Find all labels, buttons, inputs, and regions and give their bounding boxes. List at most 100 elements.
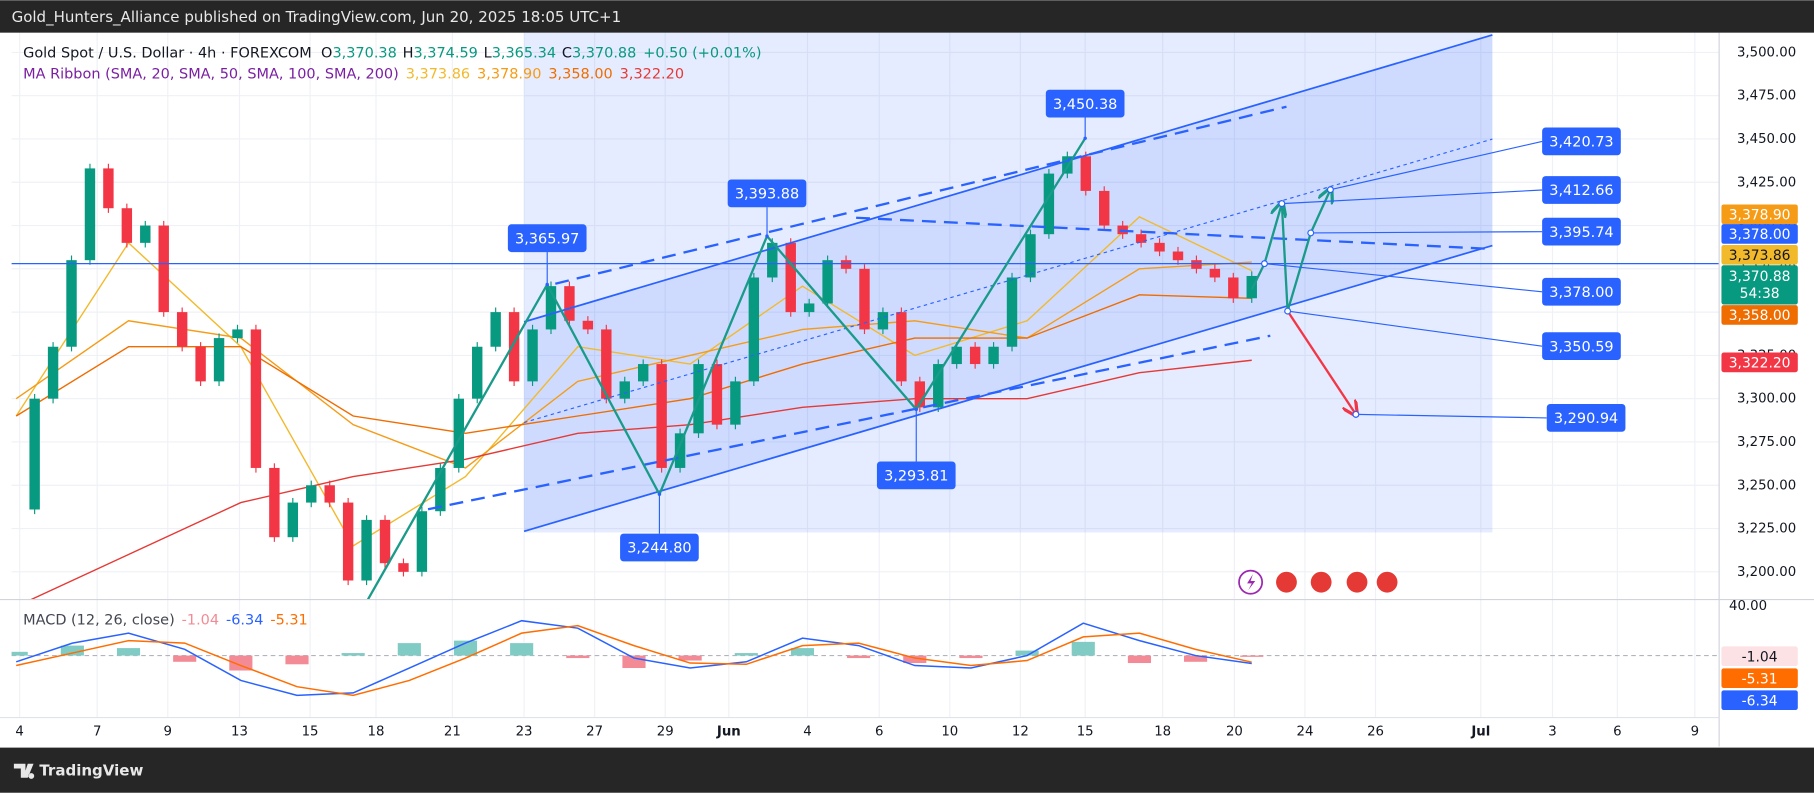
price-tag-label: 3,358.00 [1729, 308, 1791, 324]
x-tick-label: 10 [941, 724, 958, 739]
candle [601, 329, 612, 399]
pivot-box [507, 224, 587, 253]
pivot-point [1083, 136, 1087, 141]
candle [1006, 277, 1018, 347]
candle [47, 346, 59, 399]
target-connector [1355, 413, 1547, 419]
x-tick-label: 6 [1613, 724, 1621, 739]
price-tag [1721, 690, 1798, 711]
legend-item: +0.50 (+0.01%) [643, 45, 761, 61]
macd-histogram-bar [285, 655, 309, 665]
legend-item: 3,365.34 [492, 45, 556, 61]
target-box [1542, 277, 1621, 306]
x-tick-label: 23 [516, 724, 533, 739]
ma-ribbon [15, 216, 1253, 600]
y-tick-label: 3,450.00 [1737, 132, 1796, 147]
legend-line: MACD (12, 26, close) -1.04 -6.34 -5.31 [23, 612, 308, 628]
x-tick-label: 27 [586, 724, 603, 739]
zigzag [366, 137, 1087, 600]
candle [1191, 260, 1202, 269]
target-box [1542, 176, 1621, 204]
macd-histogram-bar [566, 655, 590, 659]
candle [785, 242, 796, 313]
candle [176, 312, 188, 347]
price-tag-label: 3,378.90 [1729, 207, 1791, 223]
ma-line [15, 216, 1253, 547]
candle [914, 381, 926, 408]
macd-histogram-bar [847, 655, 871, 659]
target-point [1307, 229, 1315, 237]
legend-item: MACD (12, 26, close) [23, 612, 175, 628]
candle [472, 346, 483, 399]
x-tick-label: 9 [164, 724, 172, 739]
macd-histogram-bar [734, 653, 758, 656]
macd-histogram-bar [1184, 655, 1208, 662]
target-point [1278, 200, 1286, 208]
icon[interactable] [1308, 569, 1334, 595]
price-tag [1721, 204, 1798, 225]
target-label: 3,290.94 [1554, 411, 1618, 427]
target-connector [1264, 263, 1543, 293]
legend-item: 3,322.20 [620, 66, 684, 82]
legend-item: 3,370.38 [332, 45, 396, 61]
legend-line: Gold Spot / U.S. Dollar · 4h · FOREXCOM O… [23, 45, 761, 61]
x-tick-label: 3 [1548, 724, 1556, 739]
channel-lower [523, 244, 1493, 533]
macd-histogram-bar [116, 648, 141, 656]
pivot-label: 3,450.38 [1053, 97, 1117, 113]
icon[interactable] [1374, 569, 1400, 595]
target-connector [1287, 310, 1543, 347]
price-axis: 3,200.00 3,225.00 3,250.00 3,275.00 3,300.00… [1721, 45, 1798, 711]
x-tick-label: 15 [1077, 724, 1094, 739]
candle [564, 286, 575, 321]
candle [508, 312, 520, 382]
candle [1154, 242, 1165, 252]
target-label: 3,420.73 [1549, 135, 1613, 151]
price-tag [1721, 244, 1798, 265]
legend-item: 3,378.90 [477, 66, 541, 82]
candle [877, 312, 889, 330]
x-tick-label: 6 [875, 724, 883, 739]
dashed-upper [555, 105, 1287, 285]
candle [1080, 156, 1091, 191]
y-tick-label: 3,425.00 [1737, 175, 1796, 190]
candle [287, 502, 299, 538]
macd-histogram-bar [959, 655, 983, 659]
candle [767, 242, 778, 278]
macd-tick-label: 40.00 [1729, 599, 1767, 614]
macd-histogram-bar [341, 653, 365, 656]
x-tick-label: Jul [1470, 724, 1490, 739]
legend-item: C [562, 45, 572, 61]
icon[interactable] [1273, 569, 1300, 595]
price-tag-label: -5.31 [1742, 671, 1778, 687]
candle [840, 260, 852, 269]
candle [1043, 173, 1055, 235]
candle [1135, 234, 1147, 243]
y-tick-label: 3,300.00 [1737, 392, 1796, 407]
legend-item: 3,373.86 [406, 66, 470, 82]
candle [637, 364, 649, 382]
channel-upper [523, 34, 1493, 323]
pivot-point [657, 492, 662, 496]
projection-down [1286, 310, 1356, 414]
target-connector [1281, 189, 1543, 205]
macd-histogram-bar [678, 655, 702, 661]
price-tag-label: 3,370.88 [1729, 269, 1791, 285]
candle [711, 364, 723, 425]
candle [582, 320, 594, 330]
candle [1025, 234, 1036, 278]
target-label: 3,395.74 [1549, 225, 1613, 241]
macd-histogram-bar [11, 651, 28, 656]
target-box [1542, 217, 1621, 246]
bottom-bar [0, 747, 1814, 793]
candle [933, 364, 944, 408]
top-bar [0, 0, 1814, 33]
dashed-mid [856, 216, 1493, 251]
macd-histogram-bar [229, 655, 253, 671]
ma-line [15, 261, 1252, 469]
icon[interactable] [1344, 569, 1370, 595]
candle [896, 312, 907, 382]
candle [121, 208, 133, 243]
candle [416, 511, 428, 572]
target-box [1542, 332, 1621, 361]
